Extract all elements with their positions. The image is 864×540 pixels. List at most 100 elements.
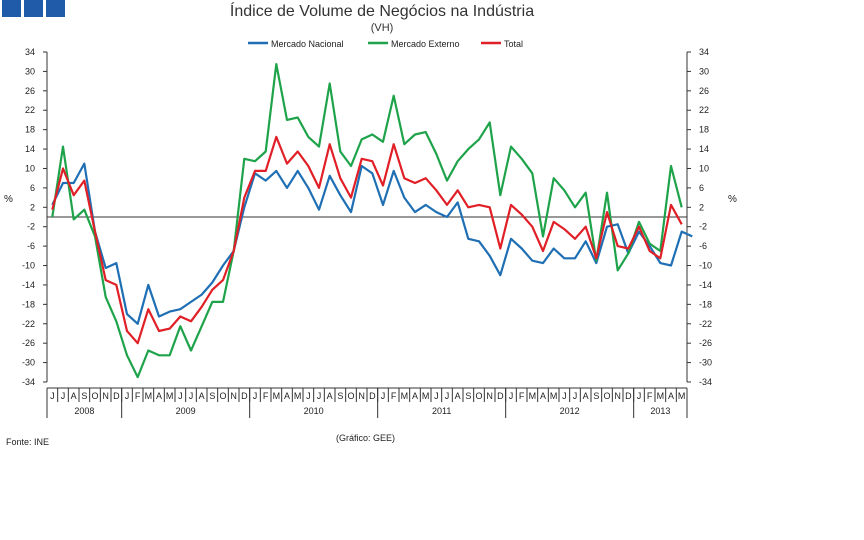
month-label: S	[593, 391, 599, 401]
month-label: A	[540, 391, 546, 401]
month-label: J	[125, 391, 130, 401]
month-label: F	[263, 391, 269, 401]
month-label: D	[241, 391, 248, 401]
y-tick-label-right: -22	[699, 319, 712, 329]
month-label: M	[401, 391, 409, 401]
month-label: D	[113, 391, 120, 401]
y-tick-label-right: -6	[699, 241, 707, 251]
y-tick-label-left: 34	[25, 47, 35, 57]
month-label: J	[189, 391, 194, 401]
ine-logo-icon	[24, 0, 43, 17]
y-tick-label-right: -2	[699, 222, 707, 232]
month-label: D	[369, 391, 376, 401]
month-label: S	[209, 391, 215, 401]
y-tick-label-left: 10	[25, 163, 35, 173]
month-label: F	[519, 391, 525, 401]
month-label: A	[583, 391, 589, 401]
month-label: M	[529, 391, 537, 401]
month-label: O	[475, 391, 482, 401]
month-label: O	[219, 391, 226, 401]
month-label: M	[145, 391, 153, 401]
month-label: J	[445, 391, 450, 401]
y-tick-label-left: 30	[25, 66, 35, 76]
y-tick-label-right: 6	[699, 183, 704, 193]
month-label: J	[509, 391, 514, 401]
y-tick-label-left: 22	[25, 105, 35, 115]
y-tick-label-left: 18	[25, 125, 35, 135]
month-label: M	[657, 391, 665, 401]
month-label: J	[573, 391, 578, 401]
month-label: O	[91, 391, 98, 401]
y-tick-label-right: -34	[699, 377, 712, 387]
month-label: J	[317, 391, 322, 401]
month-label: M	[273, 391, 281, 401]
month-label: J	[50, 391, 55, 401]
month-label: F	[391, 391, 397, 401]
month-label: N	[486, 391, 493, 401]
source-note: Fonte: INE	[6, 437, 50, 447]
y-tick-label-left: 2	[30, 202, 35, 212]
month-label: F	[135, 391, 141, 401]
month-label: A	[327, 391, 333, 401]
month-label: N	[102, 391, 109, 401]
ine-logo-icon	[2, 0, 21, 17]
y-tick-label-right: -14	[699, 280, 712, 290]
month-label: A	[284, 391, 290, 401]
month-label: J	[381, 391, 386, 401]
y-tick-label-right: 2	[699, 202, 704, 212]
y-tick-label-right: 10	[699, 163, 709, 173]
y-tick-label-right: 34	[699, 47, 709, 57]
y-tick-label-left: -26	[22, 338, 35, 348]
month-label: J	[306, 391, 311, 401]
month-label: M	[294, 391, 302, 401]
y-tick-label-right: 26	[699, 86, 709, 96]
y-tick-label-left: 26	[25, 86, 35, 96]
month-label: M	[678, 391, 686, 401]
y-tick-label-right: -30	[699, 358, 712, 368]
month-label: A	[412, 391, 418, 401]
month-label: J	[61, 391, 66, 401]
y-tick-label-left: -14	[22, 280, 35, 290]
month-label: J	[178, 391, 183, 401]
month-label: N	[230, 391, 237, 401]
y-tick-label-right: 18	[699, 125, 709, 135]
legend-label: Mercado Nacional	[271, 39, 344, 49]
legend-label: Total	[504, 39, 523, 49]
month-label: F	[647, 391, 653, 401]
series-line-total	[51, 135, 683, 345]
chart-subtitle: (VH)	[370, 22, 394, 34]
month-label: N	[614, 391, 621, 401]
month-label: A	[199, 391, 205, 401]
y-tick-label-right: 14	[699, 144, 709, 154]
month-label: J	[562, 391, 567, 401]
series-line-mercado-nacional	[51, 162, 693, 325]
year-label: 2008	[74, 406, 94, 416]
y-tick-label-left: -2	[27, 222, 35, 232]
y-tick-label-left: -10	[22, 261, 35, 271]
chart-credit: (Gráfico: GEE)	[336, 433, 396, 443]
y-tick-label-left: 6	[30, 183, 35, 193]
legend-label: Mercado Externo	[391, 39, 460, 49]
y-tick-label-right: -10	[699, 261, 712, 271]
y-tick-label-left: -30	[22, 358, 35, 368]
month-label: S	[465, 391, 471, 401]
month-label: J	[434, 391, 439, 401]
year-label: 2013	[650, 406, 670, 416]
year-label: 2012	[560, 406, 580, 416]
month-label: A	[668, 391, 674, 401]
chart-title: Índice de Volume de Negócios na Indústri…	[229, 3, 535, 20]
y-tick-label-left: -22	[22, 319, 35, 329]
year-label: 2010	[304, 406, 324, 416]
month-label: O	[347, 391, 354, 401]
month-label: A	[156, 391, 162, 401]
y-tick-label-left: -18	[22, 299, 35, 309]
y-tick-label-left: 14	[25, 144, 35, 154]
month-label: A	[455, 391, 461, 401]
month-label: J	[637, 391, 642, 401]
month-label: N	[358, 391, 365, 401]
month-label: M	[422, 391, 430, 401]
month-label: S	[81, 391, 87, 401]
month-label: J	[253, 391, 258, 401]
year-label: 2009	[176, 406, 196, 416]
y-tick-label-left: -6	[27, 241, 35, 251]
